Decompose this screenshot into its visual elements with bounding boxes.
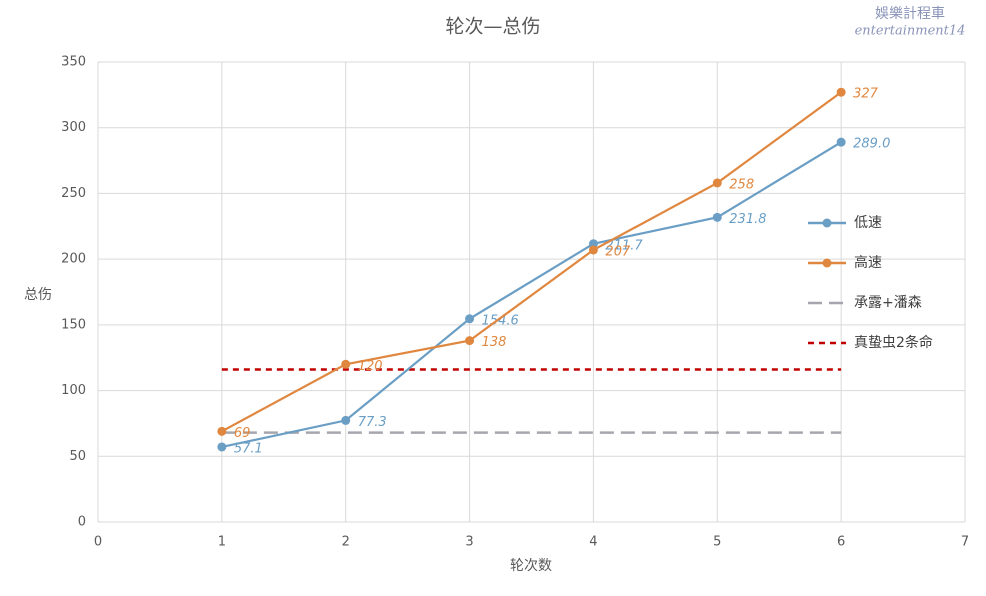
- x-tick-label: 1: [218, 535, 226, 550]
- y-tick-label: 350: [61, 55, 86, 70]
- point: [836, 137, 846, 147]
- watermark: 娛樂計程車: [875, 5, 945, 22]
- watermark: entertainment14: [855, 24, 966, 39]
- value-label: 207: [605, 244, 631, 259]
- chart-title: 轮次—总伤: [445, 16, 540, 38]
- point: [465, 314, 475, 324]
- y-tick-label: 200: [61, 252, 86, 267]
- x-tick-label: 5: [713, 535, 721, 550]
- value-label: 211.7: [605, 238, 643, 253]
- value-label: 327: [853, 87, 879, 102]
- legend-marker: [822, 218, 832, 228]
- x-tick-label: 4: [589, 535, 597, 550]
- value-label: 138: [482, 335, 507, 350]
- x-tick-label: 3: [465, 535, 473, 550]
- value-label: 69: [234, 426, 251, 441]
- y-axis-title: 总伤: [24, 287, 52, 303]
- y-tick-label: 50: [69, 449, 86, 464]
- series-line: [221, 91, 842, 433]
- value-label: 231.8: [729, 212, 766, 227]
- point: [712, 178, 722, 188]
- point: [341, 415, 351, 425]
- x-tick-label: 2: [342, 535, 350, 550]
- value-label: 154.6: [482, 313, 519, 328]
- point: [588, 245, 598, 255]
- point: [217, 426, 227, 436]
- value-label: 258: [729, 177, 754, 192]
- legend-label: 真蛰虫2条命: [854, 334, 933, 351]
- x-axis-title: 轮次数: [510, 558, 552, 574]
- y-tick-label: 300: [61, 120, 86, 135]
- legend-label: 承露+潘森: [854, 295, 922, 311]
- point: [341, 359, 351, 369]
- y-tick-label: 100: [61, 383, 86, 398]
- legend-label: 低速: [854, 215, 882, 231]
- series-line: [221, 141, 842, 449]
- legend-label: 高速: [854, 254, 882, 271]
- point: [836, 87, 846, 97]
- y-tick-label: 150: [61, 317, 86, 332]
- x-tick-label: 0: [94, 535, 102, 550]
- point: [588, 239, 598, 249]
- point: [465, 336, 475, 346]
- y-tick-label: 0: [78, 515, 86, 530]
- x-tick-label: 7: [961, 535, 969, 550]
- value-label: 77.3: [358, 415, 387, 430]
- point: [712, 212, 722, 222]
- value-label: 120: [358, 359, 383, 374]
- value-label: 289.0: [853, 137, 890, 152]
- x-tick-label: 6: [837, 535, 845, 550]
- legend-marker: [822, 258, 832, 268]
- value-label: 57.1: [234, 441, 263, 456]
- y-tick-label: 250: [61, 186, 86, 201]
- point: [217, 442, 227, 452]
